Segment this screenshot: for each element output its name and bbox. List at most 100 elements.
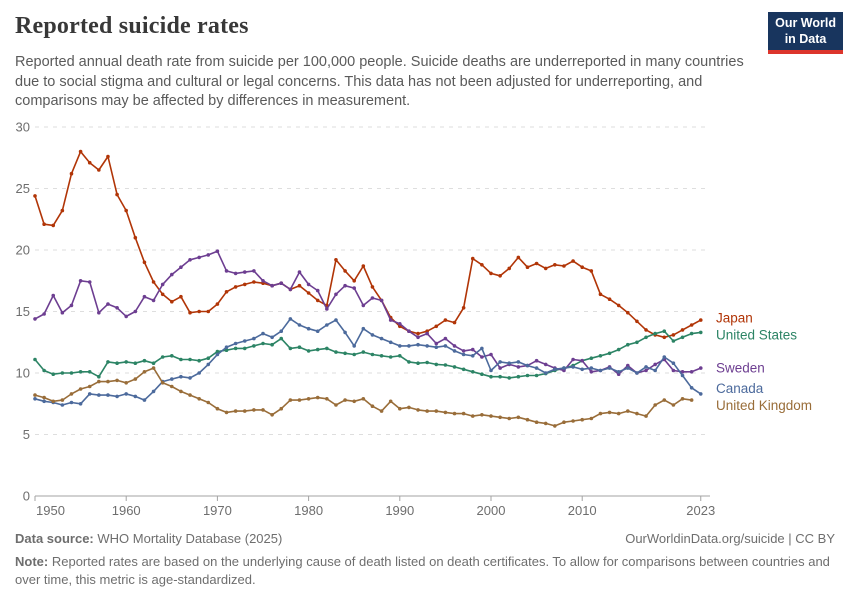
data-point-sweden[interactable] — [334, 292, 338, 297]
data-point-united-states[interactable] — [489, 374, 493, 379]
legend-label-united-kingdom[interactable]: United Kingdom — [716, 398, 812, 413]
data-point-japan[interactable] — [97, 168, 101, 172]
data-point-united-kingdom[interactable] — [498, 415, 502, 420]
data-point-japan[interactable] — [461, 306, 466, 310]
data-point-canada[interactable] — [343, 330, 347, 335]
series-united-states[interactable] — [33, 329, 703, 380]
data-point-japan[interactable] — [151, 280, 156, 284]
data-point-united-states[interactable] — [416, 361, 420, 366]
data-point-united-kingdom[interactable] — [534, 420, 539, 425]
data-point-japan[interactable] — [51, 223, 56, 228]
data-point-united-states[interactable] — [124, 360, 128, 364]
data-point-united-states[interactable] — [279, 336, 284, 341]
data-point-canada[interactable] — [480, 346, 484, 351]
data-point-united-kingdom[interactable] — [306, 397, 311, 401]
data-point-united-kingdom[interactable] — [461, 411, 466, 416]
data-point-united-kingdom[interactable] — [42, 395, 46, 400]
data-point-sweden[interactable] — [580, 358, 584, 363]
data-point-canada[interactable] — [33, 397, 37, 401]
data-point-japan[interactable] — [689, 323, 694, 327]
data-point-sweden[interactable] — [60, 310, 65, 315]
data-point-canada[interactable] — [644, 365, 648, 369]
legend-label-sweden[interactable]: Sweden — [716, 361, 765, 376]
data-point-united-states[interactable] — [680, 335, 685, 340]
data-point-sweden[interactable] — [306, 282, 311, 287]
data-point-japan[interactable] — [306, 291, 311, 295]
data-point-united-states[interactable] — [343, 351, 347, 356]
data-point-united-kingdom[interactable] — [315, 395, 320, 400]
data-point-japan[interactable] — [124, 208, 128, 213]
data-point-united-kingdom[interactable] — [297, 398, 302, 402]
data-point-united-kingdom[interactable] — [388, 399, 393, 404]
data-point-united-states[interactable] — [325, 346, 329, 351]
data-point-japan[interactable] — [543, 266, 548, 271]
data-point-canada[interactable] — [352, 344, 357, 348]
data-point-canada[interactable] — [434, 345, 439, 350]
data-point-sweden[interactable] — [42, 312, 46, 316]
data-point-sweden[interactable] — [698, 366, 703, 370]
data-point-sweden[interactable] — [115, 306, 119, 310]
data-point-japan[interactable] — [644, 328, 648, 332]
data-point-united-states[interactable] — [97, 374, 101, 379]
data-point-canada[interactable] — [562, 366, 566, 370]
data-point-canada[interactable] — [325, 323, 329, 327]
data-point-united-kingdom[interactable] — [33, 393, 37, 397]
data-point-sweden[interactable] — [689, 370, 694, 374]
data-point-united-states[interactable] — [42, 368, 46, 373]
data-point-united-kingdom[interactable] — [352, 399, 357, 404]
data-point-united-states[interactable] — [288, 346, 293, 351]
series-canada[interactable] — [33, 317, 703, 407]
data-point-united-kingdom[interactable] — [580, 417, 584, 422]
data-point-sweden[interactable] — [242, 270, 247, 274]
data-point-united-states[interactable] — [480, 372, 484, 377]
data-point-united-states[interactable] — [87, 370, 92, 374]
data-point-japan[interactable] — [452, 320, 457, 325]
data-point-japan[interactable] — [571, 259, 575, 263]
data-point-united-states[interactable] — [151, 361, 156, 366]
data-point-japan[interactable] — [315, 298, 320, 303]
data-point-canada[interactable] — [69, 400, 74, 405]
data-point-sweden[interactable] — [261, 279, 265, 283]
data-point-united-states[interactable] — [315, 347, 320, 352]
data-point-united-states[interactable] — [461, 367, 466, 372]
data-point-united-states[interactable] — [361, 350, 366, 354]
data-point-united-states[interactable] — [589, 356, 594, 361]
data-point-canada[interactable] — [671, 361, 676, 366]
data-point-united-kingdom[interactable] — [470, 414, 475, 418]
data-point-sweden[interactable] — [470, 347, 475, 352]
data-point-united-states[interactable] — [206, 356, 211, 361]
data-point-canada[interactable] — [306, 326, 311, 331]
data-point-united-kingdom[interactable] — [115, 378, 119, 383]
data-point-japan[interactable] — [78, 149, 83, 154]
data-point-united-kingdom[interactable] — [261, 408, 265, 412]
data-point-sweden[interactable] — [69, 303, 74, 308]
data-point-japan[interactable] — [115, 192, 119, 197]
data-point-united-kingdom[interactable] — [662, 398, 667, 402]
data-point-united-states[interactable] — [51, 372, 56, 377]
data-point-united-kingdom[interactable] — [434, 409, 439, 413]
data-point-canada[interactable] — [370, 333, 375, 337]
data-point-united-kingdom[interactable] — [443, 410, 448, 415]
data-point-canada[interactable] — [635, 371, 639, 375]
data-point-japan[interactable] — [370, 285, 375, 289]
data-point-sweden[interactable] — [644, 368, 648, 373]
data-point-japan[interactable] — [434, 324, 439, 329]
data-point-united-states[interactable] — [653, 331, 657, 336]
data-point-united-kingdom[interactable] — [425, 409, 429, 413]
data-point-united-states[interactable] — [252, 344, 256, 348]
data-point-japan[interactable] — [106, 154, 110, 159]
data-point-united-states[interactable] — [233, 346, 238, 351]
data-point-japan[interactable] — [69, 171, 74, 176]
data-point-japan[interactable] — [252, 280, 256, 284]
data-point-united-kingdom[interactable] — [325, 397, 329, 401]
data-point-sweden[interactable] — [407, 329, 411, 334]
data-point-united-states[interactable] — [142, 358, 147, 363]
data-point-united-kingdom[interactable] — [206, 400, 211, 405]
data-point-canada[interactable] — [361, 326, 366, 331]
data-point-united-states[interactable] — [452, 365, 457, 369]
data-point-united-states[interactable] — [626, 342, 630, 347]
data-point-united-states[interactable] — [215, 349, 220, 354]
data-point-japan[interactable] — [680, 328, 685, 332]
data-point-united-kingdom[interactable] — [188, 393, 192, 397]
data-point-japan[interactable] — [179, 294, 183, 299]
